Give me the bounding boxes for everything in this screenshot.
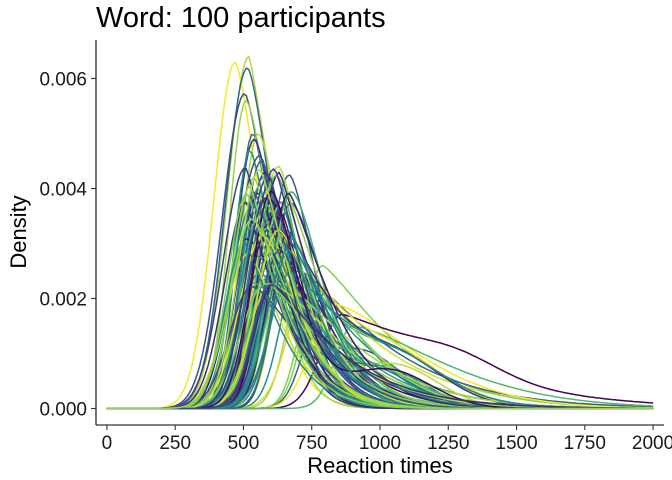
density-curve (106, 248, 654, 410)
x-tick-label: 2000 (632, 433, 672, 454)
x-tick-label: 1000 (359, 433, 401, 454)
density-curve (106, 253, 654, 410)
x-axis-ticks: 0 250 500 750 1000 1250 1500 1750 2000 (102, 425, 672, 454)
x-tick-label: 250 (159, 433, 191, 454)
density-curve (106, 93, 654, 410)
y-axis-title: Density (6, 195, 31, 268)
x-tick-label: 1500 (495, 433, 537, 454)
density-curve (106, 249, 654, 410)
y-tick-label: 0.002 (39, 290, 87, 311)
density-curve (106, 248, 654, 410)
x-axis-title: Reaction times (307, 453, 453, 478)
x-tick-label: 1750 (564, 433, 606, 454)
x-tick-label: 750 (296, 433, 328, 454)
density-curve (106, 248, 654, 410)
x-tick-label: 0 (102, 433, 113, 454)
chart-title: Word: 100 participants (96, 2, 386, 34)
y-tick-label: 0.000 (39, 400, 87, 421)
density-curve (106, 252, 654, 410)
density-curves (106, 55, 654, 410)
density-curve (106, 160, 654, 410)
y-tick-label: 0.004 (39, 180, 87, 201)
x-tick-label: 500 (228, 433, 260, 454)
density-curve (106, 218, 654, 410)
y-tick-label: 0.006 (39, 70, 87, 91)
x-tick-label: 1250 (427, 433, 469, 454)
density-curve (106, 154, 654, 410)
y-axis-ticks: 0.000 0.002 0.004 0.006 (39, 70, 96, 421)
